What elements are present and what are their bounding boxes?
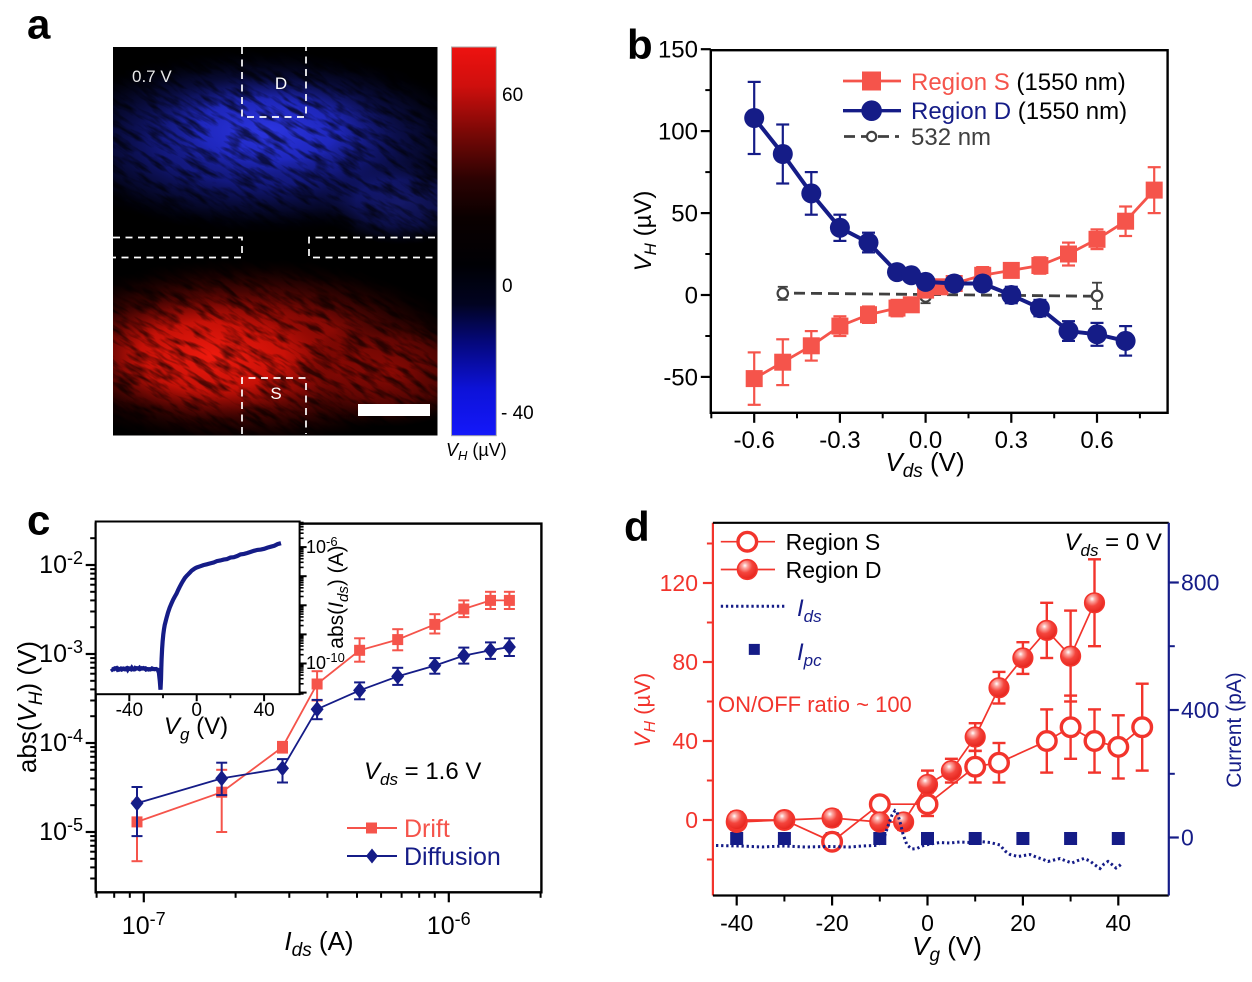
svg-text:40: 40 [254,700,275,721]
svg-text:800: 800 [1181,570,1219,596]
svg-text:10-5: 10-5 [39,815,83,846]
svg-text:10-2: 10-2 [39,548,83,579]
svg-text:-40: -40 [720,910,753,936]
svg-text:ON/OFF ratio ~ 100: ON/OFF ratio ~ 100 [718,692,912,717]
svg-text:0: 0 [502,276,513,297]
svg-text:Vg (V): Vg (V) [912,931,982,966]
svg-text:-20: -20 [815,910,848,936]
svg-text:Vds = 0 V: Vds = 0 V [1065,529,1162,560]
svg-text:20: 20 [1010,910,1036,936]
svg-text:0.6: 0.6 [1080,427,1113,454]
svg-text:40: 40 [672,728,698,754]
svg-text:Diffusion: Diffusion [404,843,501,871]
svg-text:Region S (1550 nm): Region S (1550 nm) [911,69,1126,96]
svg-text:400: 400 [1181,697,1219,723]
svg-text:Ids: Ids [797,595,822,626]
svg-text:-40: -40 [116,700,143,721]
svg-text:Vds = 1.6 V: Vds = 1.6 V [364,758,481,789]
svg-text:-50: -50 [663,364,698,391]
svg-text:Region D (1550 nm): Region D (1550 nm) [911,98,1127,125]
svg-text:0: 0 [921,910,934,936]
svg-text:D: D [275,74,287,93]
svg-text:c: c [27,497,50,544]
svg-text:0.0: 0.0 [909,427,942,454]
svg-text:0.3: 0.3 [995,427,1028,454]
svg-text:Region S: Region S [786,529,881,555]
svg-text:Ids (A): Ids (A) [284,926,353,961]
svg-text:Current (pA): Current (pA) [1223,672,1246,788]
svg-text:0.7 V: 0.7 V [132,67,172,86]
svg-text:VH (µV): VH (µV) [630,191,660,272]
svg-text:VH (µV): VH (µV) [630,673,659,747]
svg-text:150: 150 [658,37,698,64]
svg-text:0: 0 [191,700,202,721]
svg-text:Vds (V): Vds (V) [885,447,964,482]
svg-text:0: 0 [1181,825,1194,851]
svg-text:60: 60 [502,85,523,106]
svg-text:S: S [270,384,281,403]
svg-text:40: 40 [1106,910,1132,936]
svg-text:Ipc: Ipc [797,639,822,670]
svg-text:120: 120 [660,570,698,596]
svg-text:-0.3: -0.3 [819,427,860,454]
svg-text:10-3: 10-3 [39,637,83,668]
svg-text:532 nm: 532 nm [911,124,991,151]
svg-text:b: b [627,21,653,68]
svg-text:abs(VH) (V): abs(VH) (V) [12,641,47,773]
svg-text:50: 50 [671,201,698,228]
svg-text:Drift: Drift [404,815,450,843]
svg-text:10-4: 10-4 [39,726,83,757]
svg-text:- 40: - 40 [501,403,534,424]
svg-text:80: 80 [672,649,698,675]
svg-text:VH (µV): VH (µV) [446,440,507,463]
svg-text:0: 0 [685,283,698,310]
svg-text:-0.6: -0.6 [734,427,775,454]
svg-text:100: 100 [658,119,698,146]
svg-text:0: 0 [685,807,698,833]
svg-text:d: d [624,503,650,550]
svg-text:Region D: Region D [786,557,882,583]
svg-text:Vg (V): Vg (V) [164,713,228,744]
svg-text:a: a [27,1,51,48]
